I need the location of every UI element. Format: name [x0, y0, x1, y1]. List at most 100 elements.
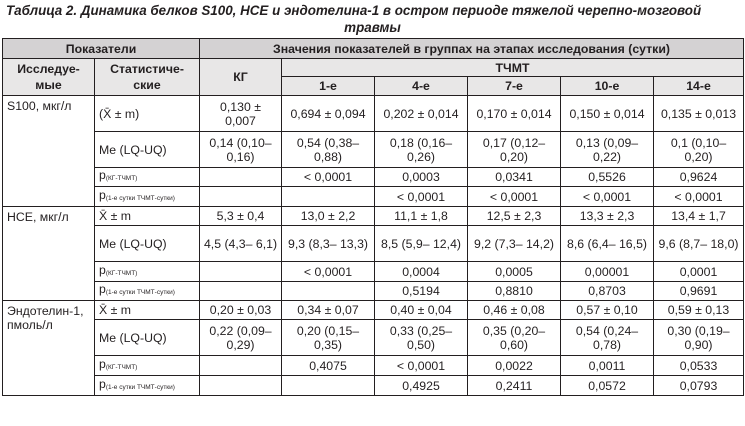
stat-label: p(1-е сутки ТЧМТ-сутки) [93, 281, 201, 301]
header-tchmt: ТЧМТ [281, 58, 745, 77]
value-cell: 0,22 (0,09– 0,29) [199, 319, 283, 356]
value-cell: 0,20 ± 0,03 [199, 300, 283, 320]
value-cell: 0,2411 [467, 375, 562, 396]
table-row: p(1-е сутки ТЧМТ-сутки) 0,5194 0,8810 0,870… [3, 281, 745, 301]
value-cell [199, 186, 283, 207]
value-cell: 0,40 ± 0,04 [374, 300, 469, 320]
value-cell: 0,4075 [281, 355, 376, 376]
value-cell: 9,3 (8,3– 13,3) [281, 225, 376, 262]
stat-label: p(КГ-ТЧМТ) [93, 261, 201, 282]
value-cell: 0,54 (0,38– 0,88) [281, 131, 376, 168]
value-cell [199, 375, 283, 396]
p-symbol: p [99, 282, 106, 297]
value-cell: < 0,0001 [653, 186, 745, 207]
value-cell: 0,00001 [560, 261, 655, 282]
p-subscript: (КГ-ТЧМТ) [105, 175, 138, 182]
value-cell: 0,17 (0,12– 0,20) [467, 131, 562, 168]
value-cell: 0,0533 [653, 355, 745, 376]
value-cell: 0,0022 [467, 355, 562, 376]
header-day: 7-е [467, 76, 562, 96]
header-studied: Исследуе-мые [2, 58, 95, 96]
stat-label: Me (LQ-UQ) [93, 319, 201, 356]
table-row: p(1-е сутки ТЧМТ-сутки) 0,4925 0,2411 0,057… [3, 375, 745, 396]
value-cell: < 0,0001 [281, 261, 376, 282]
value-cell [199, 261, 283, 282]
value-cell: 0,0003 [374, 167, 469, 187]
table-row: p(КГ-ТЧМТ) 0,4075 < 0,0001 0,0022 0,0011 0,05… [3, 355, 745, 376]
header-kg: КГ [199, 58, 283, 96]
p-symbol: p [99, 376, 106, 391]
value-cell: 11,1 ± 1,8 [374, 206, 469, 226]
value-cell: 0,1 (0,10– 0,20) [653, 131, 745, 168]
value-cell: 0,57 ± 0,10 [560, 300, 655, 320]
value-cell: < 0,0001 [560, 186, 655, 207]
value-cell: 0,59 ± 0,13 [653, 300, 745, 320]
value-cell: 4,5 (4,3– 6,1) [199, 225, 283, 262]
table-row: p(1-е сутки ТЧМТ-сутки) < 0,0001 < 0,0001 <… [3, 186, 745, 207]
value-cell: 0,0793 [653, 375, 745, 396]
value-cell: 9,6 (8,7– 18,0) [653, 225, 745, 262]
value-cell [199, 355, 283, 376]
stat-label: Me (LQ-UQ) [93, 131, 201, 168]
table-row: p(КГ-ТЧМТ) < 0,0001 0,0003 0,0341 0,5526 0,96… [3, 167, 745, 187]
value-cell [281, 186, 376, 207]
value-cell: 0,5194 [374, 281, 469, 301]
value-cell: 0,694 ± 0,094 [281, 95, 376, 132]
stat-label: X̄ ± m [93, 300, 201, 320]
p-subscript: (1-е сутки ТЧМТ-сутки) [105, 289, 175, 296]
value-cell: 8,6 (6,4– 16,5) [560, 225, 655, 262]
table-row: НСЕ, мкг/л X̄ ± m 5,3 ± 0,4 13,0 ± 2,2 11,1 … [2, 206, 745, 301]
value-cell: 0,9691 [653, 281, 745, 301]
header-indicators: Показатели [1, 38, 201, 59]
header-statistical: Статистиче-ские [93, 58, 201, 96]
value-cell: 12,5 ± 2,3 [467, 206, 562, 226]
p-symbol: p [99, 168, 106, 183]
stat-label: Me (LQ-UQ) [93, 225, 201, 262]
value-cell: 0,9624 [653, 167, 745, 187]
value-cell: 0,13 (0,09– 0,22) [560, 131, 655, 168]
p-symbol: p [99, 262, 106, 277]
p-symbol: p [99, 356, 106, 371]
value-cell: 0,202 ± 0,014 [374, 95, 469, 132]
header-day: 10-е [560, 76, 655, 96]
value-cell: 13,4 ± 1,7 [653, 206, 745, 226]
value-cell: 0,8703 [560, 281, 655, 301]
value-cell: 0,0005 [467, 261, 562, 282]
table-row: Эндотелин-1, пмоль/л X̄ ± m 0,20 ± 0,03 0,3… [2, 300, 745, 396]
value-cell: 0,135 ± 0,013 [653, 95, 745, 132]
group-name: НСЕ, мкг/л [2, 206, 95, 301]
stat-label: p(1-е сутки ТЧМТ-сутки) [93, 186, 201, 207]
value-cell: 0,0011 [560, 355, 655, 376]
header-day: 14-е [653, 76, 745, 96]
value-cell: 0,170 ± 0,014 [467, 95, 562, 132]
value-cell: 13,0 ± 2,2 [281, 206, 376, 226]
table-row: Me (LQ-UQ) 4,5 (4,3– 6,1) 9,3 (8,3– 13,3) 8… [3, 225, 745, 262]
value-cell: 5,3 ± 0,4 [199, 206, 283, 226]
value-cell: 0,0004 [374, 261, 469, 282]
table-row: S100, мкг/л (X̄ ± m) 0,130 ± 0,007 0,694 ± … [2, 95, 745, 207]
value-cell: 0,8810 [467, 281, 562, 301]
value-cell: 0,14 (0,10– 0,16) [199, 131, 283, 168]
value-cell: 0,18 (0,16– 0,26) [374, 131, 469, 168]
value-cell: < 0,0001 [374, 355, 469, 376]
caption-line-1: Таблица 2. Динамика белков S100, НСЕ и э… [6, 3, 702, 18]
value-cell: 13,3 ± 2,3 [560, 206, 655, 226]
value-cell: < 0,0001 [281, 167, 376, 187]
table-row: Me (LQ-UQ) 0,14 (0,10– 0,16) 0,54 (0,38– 0… [3, 131, 745, 168]
stat-label: p(КГ-ТЧМТ) [93, 355, 201, 376]
group-name: S100, мкг/л [2, 95, 95, 207]
value-cell: 8,5 (5,9– 12,4) [374, 225, 469, 262]
header-values-title: Значения показателей в группах на этапах… [199, 38, 745, 59]
p-subscript: (1-е сутки ТЧМТ-сутки) [105, 383, 175, 391]
table-row: p(КГ-ТЧМТ) < 0,0001 0,0004 0,0005 0,00001 0,0… [3, 261, 745, 282]
caption-line-2: травмы [344, 20, 401, 35]
value-cell: 0,150 ± 0,014 [560, 95, 655, 132]
value-cell: 0,54 (0,24– 0,78) [560, 319, 655, 356]
value-cell: < 0,0001 [374, 186, 469, 207]
value-cell: 0,34 ± 0,07 [281, 300, 376, 320]
p-subscript: (КГ-ТЧМТ) [105, 363, 138, 371]
stat-label: p(КГ-ТЧМТ) [93, 167, 201, 187]
value-cell [199, 167, 283, 187]
value-cell: 0,20 (0,15– 0,35) [281, 319, 376, 356]
value-cell: 0,46 ± 0,08 [467, 300, 562, 320]
